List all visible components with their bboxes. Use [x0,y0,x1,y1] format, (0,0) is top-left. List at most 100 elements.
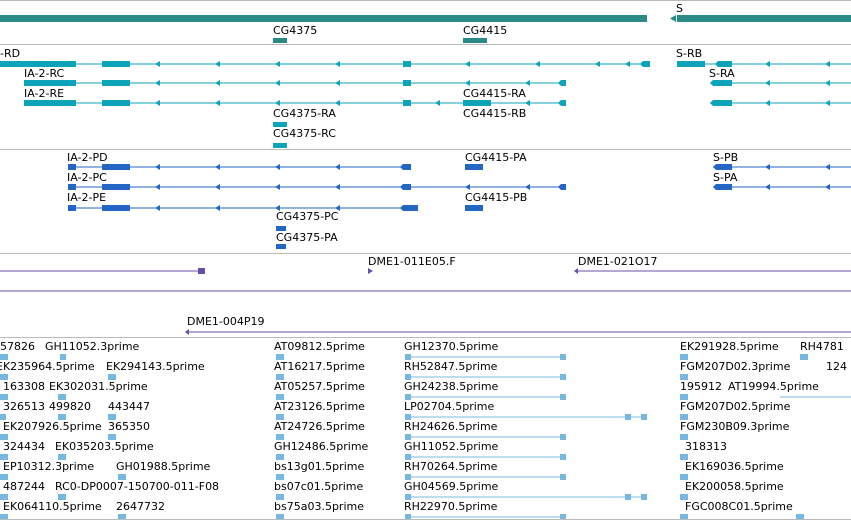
gene-label-cg4415[interactable]: CG4415 [463,24,507,37]
protein-label-ia2-pe[interactable]: IA-2-PE [67,191,106,204]
transcript-exon [403,100,411,106]
transcript-label-ia2-re[interactable]: IA-2-RE [24,87,64,100]
transcript-exon [403,80,411,86]
transcript-label-s-rb[interactable]: S-RB [676,47,702,60]
est-label[interactable]: EK169036.5prime [685,460,784,473]
est-label[interactable]: 318313 [685,440,727,453]
est-label[interactable]: FGM207D02.3prime [680,360,791,373]
transcript-exon[interactable] [273,143,287,148]
est-label[interactable]: EK035203.5prime [55,440,154,453]
protein-track: IA-2-PD IA-2-PC IA-2-PE CG4375-PC CG4375… [67,151,851,249]
protein-label-cg4375-pc[interactable]: CG4375-PC [276,210,339,223]
est-label[interactable]: RH24626.5prime [404,420,498,433]
protein-exon [68,184,76,190]
protein-label-s-pb[interactable]: S-PB [713,151,738,164]
est-label[interactable]: 443447 [108,400,150,413]
est-label[interactable]: RH52847.5prime [404,360,498,373]
est-label[interactable]: GH11052.3prime [45,340,140,353]
est-label[interactable]: 124 [826,360,847,373]
gene-label-s[interactable]: S [676,2,683,15]
protein-label-s-pa[interactable]: S-PA [713,171,738,184]
est-label[interactable]: FGM207D02.5prime [680,400,791,413]
est-label[interactable]: GH12486.5prime [274,440,369,453]
est-label[interactable]: bs13g01.5prime [274,460,364,473]
est-label[interactable]: GH01988.5prime [116,460,211,473]
est-label[interactable]: RH4781 [800,340,844,353]
est-label[interactable]: 324434 [3,440,45,453]
est-label[interactable]: bs07c01.5prime [274,480,364,493]
transcript-label-s-ra[interactable]: S-RA [709,67,735,80]
transcript-exon [102,80,130,86]
est-label[interactable]: RH70264.5prime [404,460,498,473]
est-label[interactable]: AT19994.5prime [728,380,819,393]
transcript-strand-chevrons [155,61,830,106]
gene-bar-cg4375[interactable] [273,38,287,43]
est-label[interactable]: AT24726.5prime [274,420,365,433]
gene-label-cg4375[interactable]: CG4375 [273,24,317,37]
est-label[interactable]: GH24238.5prime [404,380,499,393]
est-label[interactable]: EK302031.5prime [49,380,148,393]
protein-label-cg4375-pa[interactable]: CG4375-PA [276,231,338,244]
cdna-end [574,268,578,274]
est-glyphs-left [0,354,126,519]
protein-exon[interactable] [465,164,483,170]
est-label[interactable]: AT16217.5prime [274,360,365,373]
gene-bar-ia2[interactable] [0,15,647,22]
est-label[interactable]: AT05257.5prime [274,380,365,393]
protein-exon[interactable] [276,244,286,249]
est-label[interactable]: EK064110.5prime [3,500,102,513]
est-label[interactable]: AT23126.5prime [274,400,365,413]
transcript-label-cg4415-rb[interactable]: CG4415-RB [463,107,526,120]
est-label[interactable]: RH22970.5prime [404,500,498,513]
est-label[interactable]: 163308 [3,380,45,393]
est-label[interactable]: 487244 [3,480,45,493]
transcript-exon [102,100,130,106]
protein-exon [102,164,130,170]
est-label[interactable]: 326513 [3,400,45,413]
transcript-exon [102,61,130,67]
est-label[interactable]: GH11052.5prime [404,440,499,453]
cdna-label-021o17[interactable]: DME1-021O17 [578,255,658,268]
transcript-label-cg4375-ra[interactable]: CG4375-RA [273,107,336,120]
transcript-label-rd[interactable]: -RD [0,47,20,60]
est-label[interactable]: AT09812.5prime [274,340,365,353]
est-label[interactable]: 57826 [0,340,35,353]
transcript-exon [403,61,411,67]
protein-label-cg4415-pa[interactable]: CG4415-PA [465,151,527,164]
est-label[interactable]: GH04569.5prime [404,480,499,493]
cdna-end [185,329,189,335]
est-label[interactable]: EP10312.3prime [3,460,94,473]
est-label[interactable]: FGC008C01.5prime [685,500,793,513]
est-label[interactable]: EK207926.5prime [3,420,102,433]
protein-exon[interactable] [276,226,286,231]
est-label[interactable]: EK200058.5prime [685,480,784,493]
cdna-label-011e05[interactable]: DME1-011E05.F [368,255,456,268]
est-label[interactable]: bs75a03.5prime [274,500,364,513]
cdna-label-004p19[interactable]: DME1-004P19 [187,315,265,328]
transcript-exon[interactable] [273,122,287,127]
est-label[interactable]: 195912 [680,380,722,393]
transcript-exon [0,61,76,67]
est-label[interactable]: EK294143.5prime [106,360,205,373]
protein-label-ia2-pd[interactable]: IA-2-PD [67,151,108,164]
est-label[interactable]: RC0-DP0007-150700-011-F08 [55,480,219,493]
est-label[interactable]: FGM230B09.3prime [680,420,790,433]
transcript-label-ia2-rc[interactable]: IA-2-RC [24,67,65,80]
est-label[interactable]: 499820 [49,400,91,413]
est-label[interactable]: EK235964.5prime [0,360,95,373]
est-lines-right [405,354,647,519]
protein-label-cg4415-pb[interactable]: CG4415-PB [465,191,527,204]
est-label[interactable]: 365350 [108,420,150,433]
gene-bar-s[interactable] [677,15,851,22]
transcript-label-cg4375-rc[interactable]: CG4375-RC [273,127,336,140]
est-label[interactable]: EK291928.5prime [680,340,779,353]
protein-label-ia2-pc[interactable]: IA-2-PC [67,171,107,184]
transcript-exon [710,100,732,106]
protein-exon[interactable] [465,205,483,211]
est-label[interactable]: LP02704.5prime [404,400,495,413]
est-label[interactable]: GH12370.5prime [404,340,499,353]
transcript-label-cg4415-ra[interactable]: CG4415-RA [463,87,526,100]
gene-bar-cg4415[interactable] [463,38,487,43]
est-label[interactable]: 2647732 [116,500,165,513]
